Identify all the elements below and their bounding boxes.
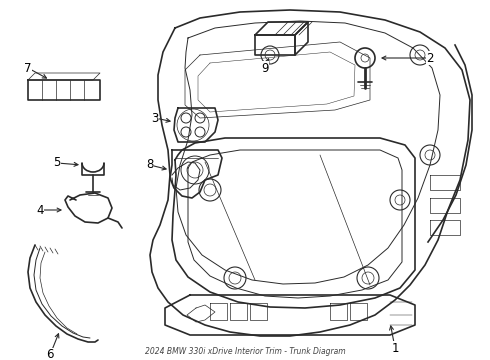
Text: 2024 BMW 330i xDrive Interior Trim - Trunk Diagram: 2024 BMW 330i xDrive Interior Trim - Tru… xyxy=(145,347,345,356)
Text: 6: 6 xyxy=(46,348,54,360)
Text: 4: 4 xyxy=(36,203,44,216)
Text: 1: 1 xyxy=(391,342,399,355)
Text: 3: 3 xyxy=(151,112,159,125)
Text: 7: 7 xyxy=(24,62,32,75)
Text: 8: 8 xyxy=(147,158,154,171)
Text: 9: 9 xyxy=(261,62,269,75)
Text: 5: 5 xyxy=(53,157,61,170)
Text: 2: 2 xyxy=(426,51,434,64)
